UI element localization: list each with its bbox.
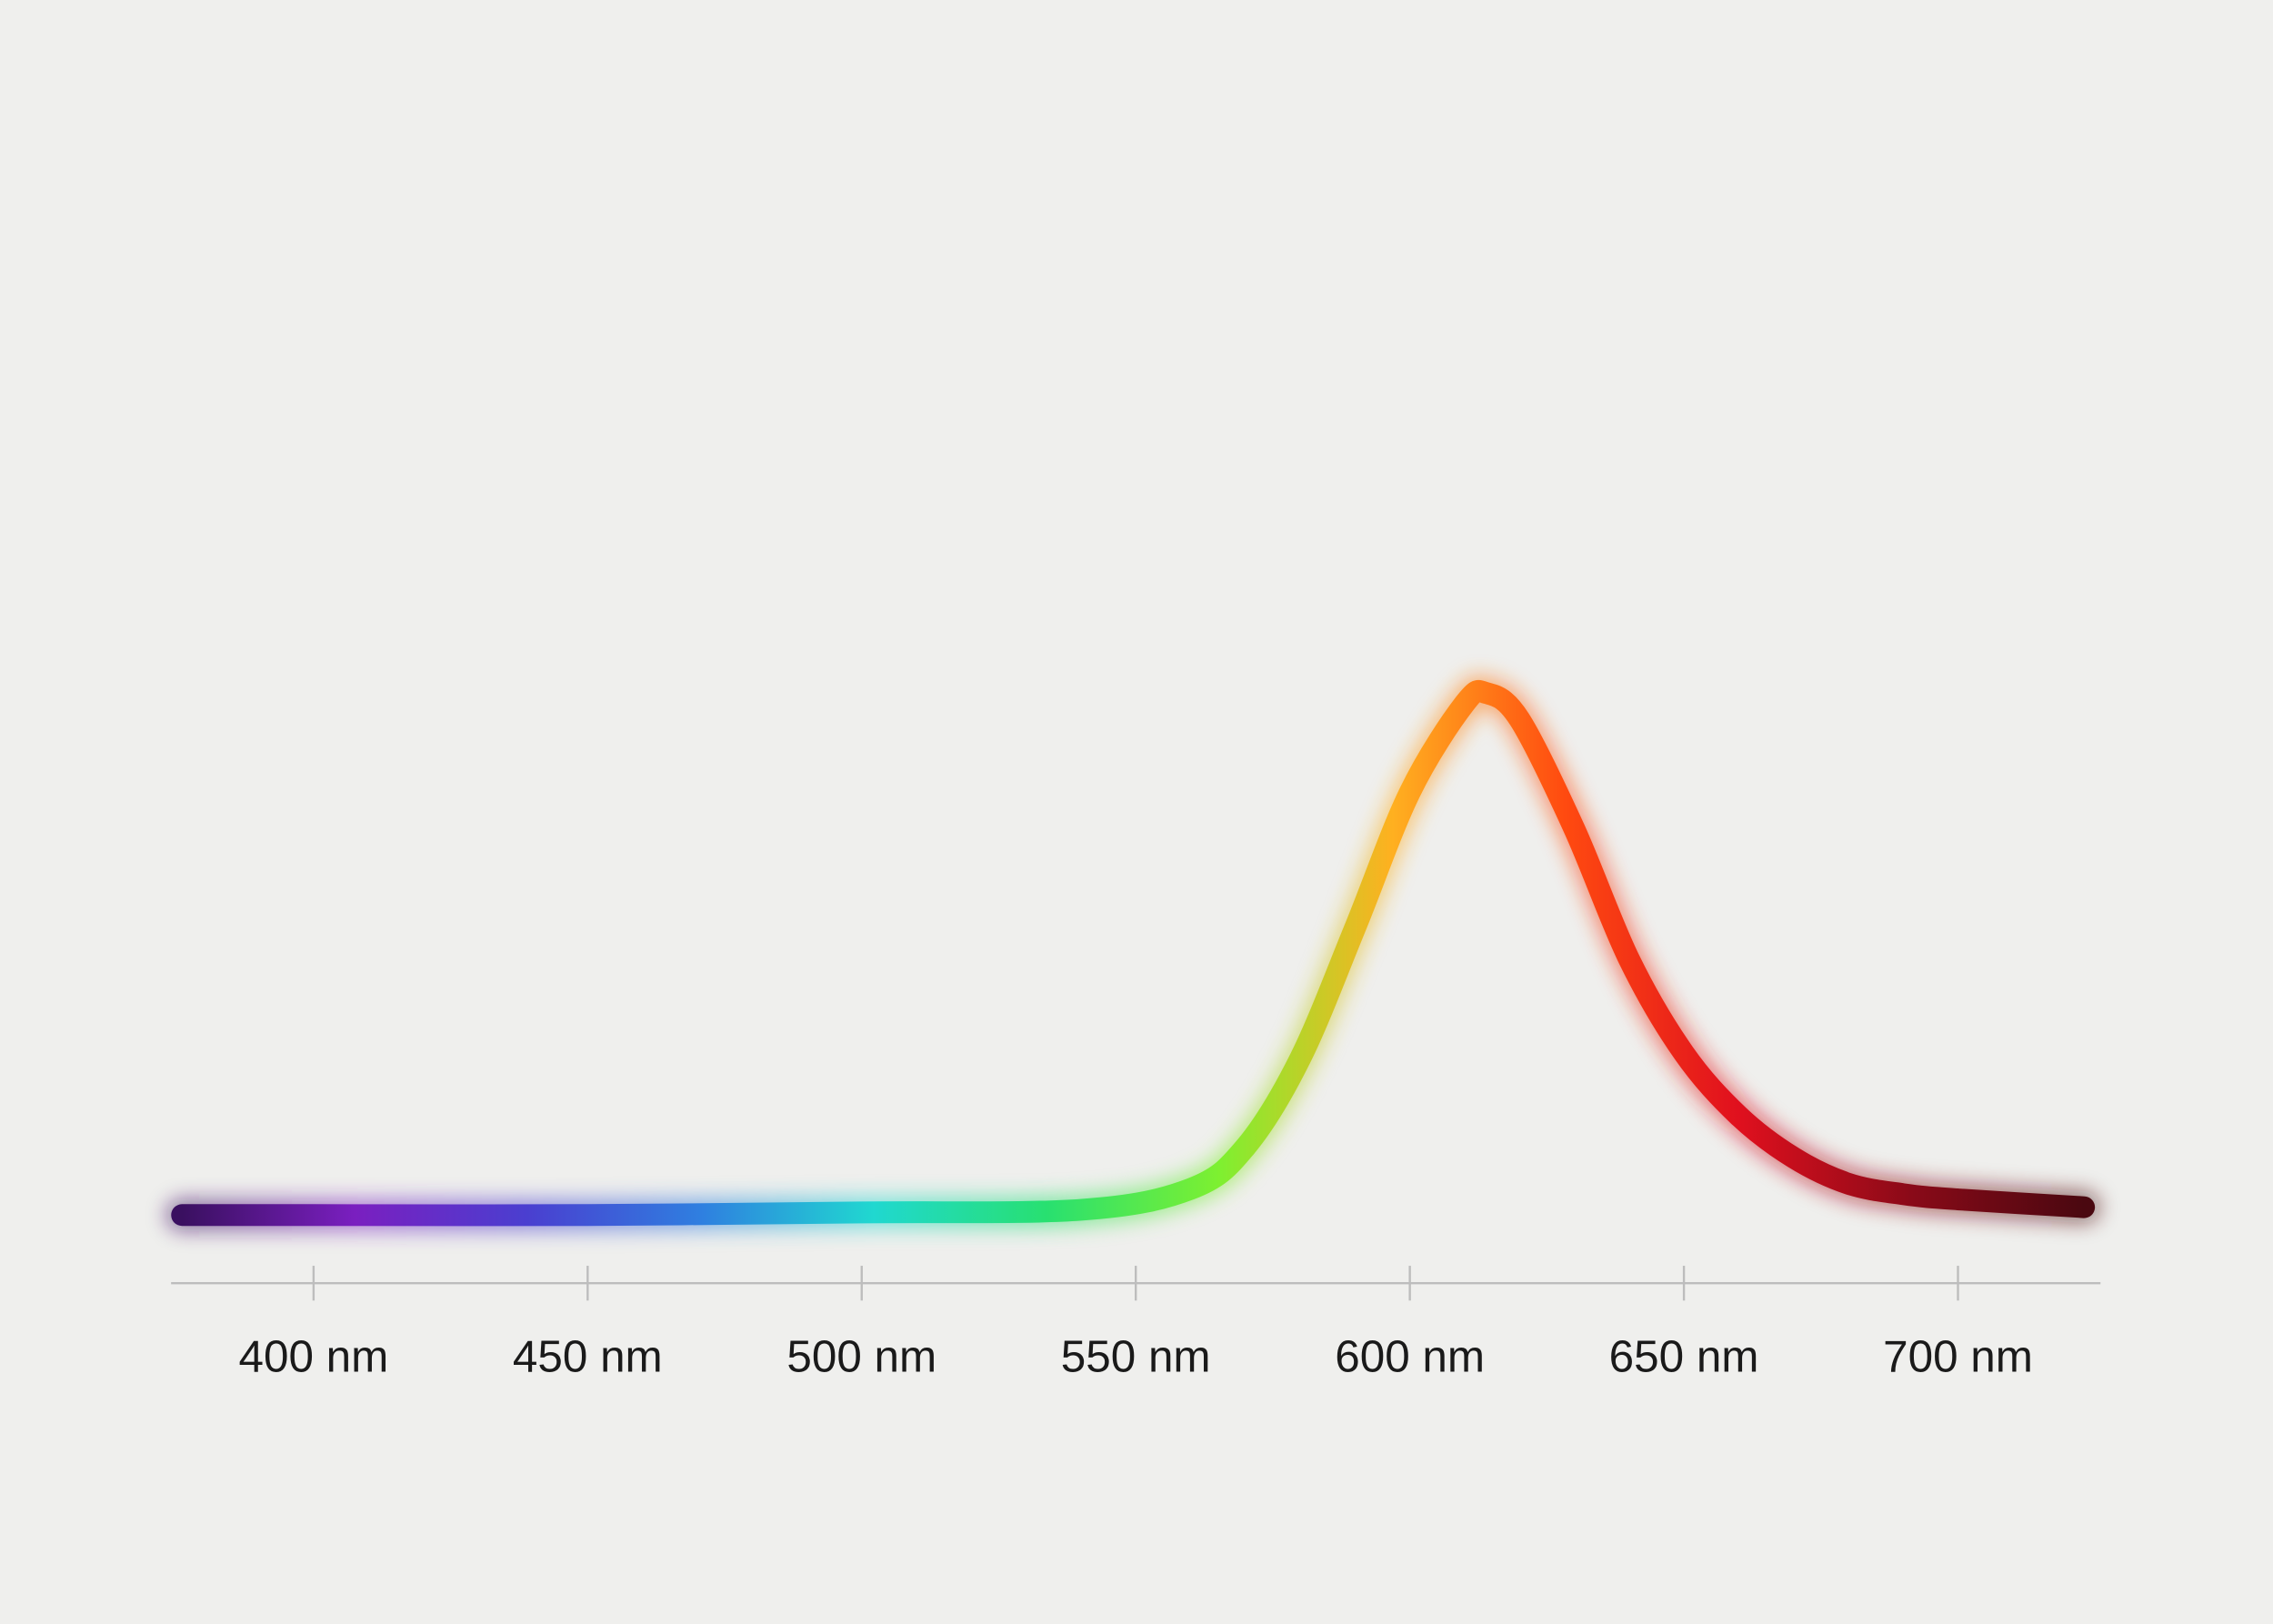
x-tick-label: 400 nm [238,1332,388,1382]
x-tick-label: 650 nm [1609,1332,1759,1382]
x-tick-label: 550 nm [1061,1332,1211,1382]
x-tick-label: 500 nm [786,1332,936,1382]
x-tick-label: 700 nm [1883,1332,2033,1382]
spectrum-line [171,679,2096,1227]
x-tick-label: 600 nm [1335,1332,1485,1382]
x-tick-label: 450 nm [513,1332,663,1382]
